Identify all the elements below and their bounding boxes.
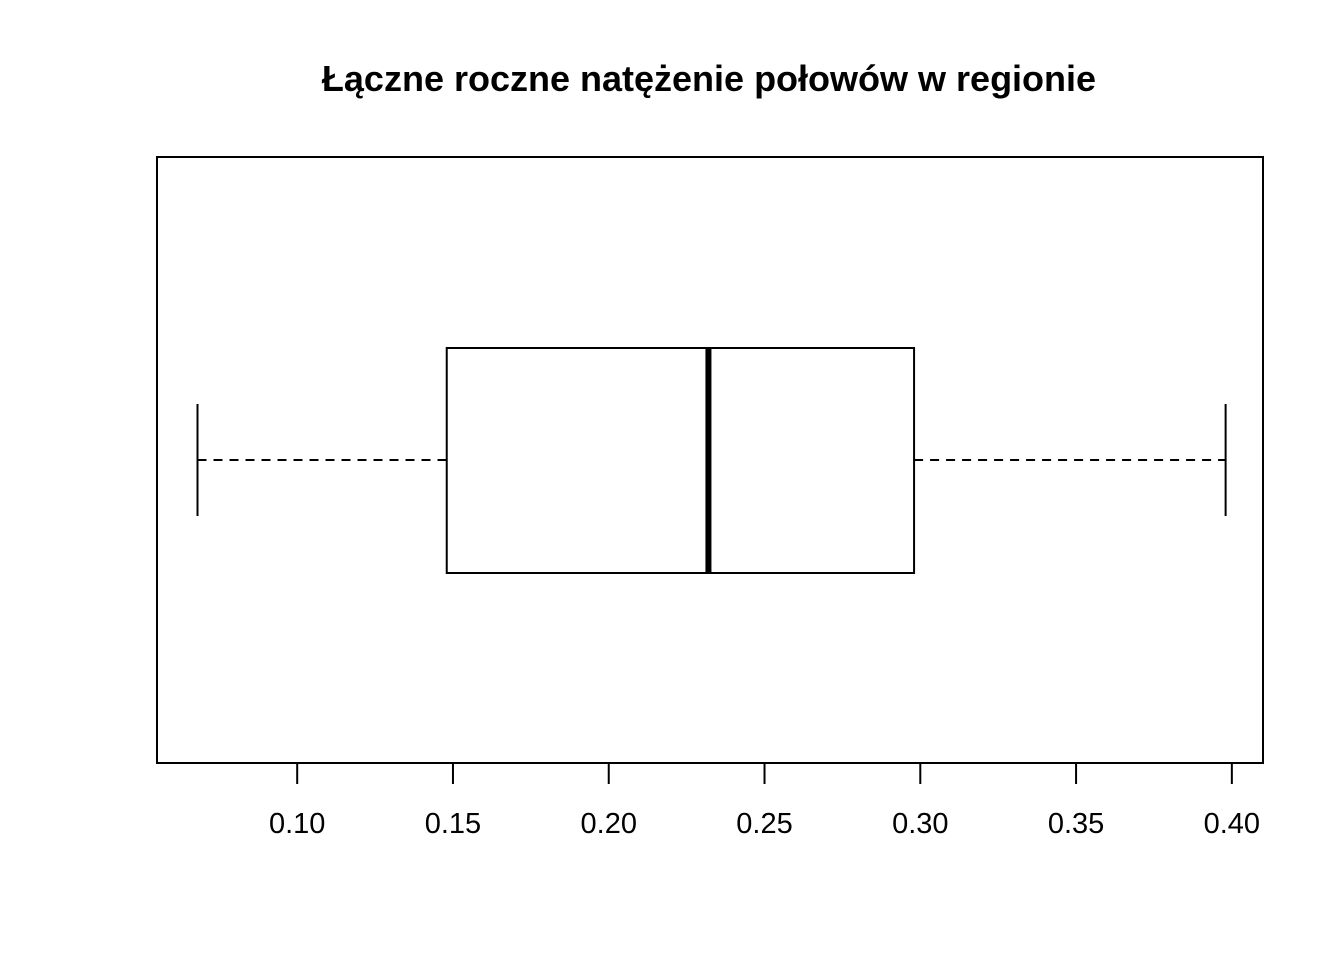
boxplot [196, 347, 1227, 574]
x-tick-label: 0.40 [1204, 808, 1260, 840]
x-tick-label: 0.30 [892, 808, 948, 840]
x-tick-label: 0.35 [1048, 808, 1104, 840]
x-tick-label: 0.20 [581, 808, 637, 840]
x-tick-label: 0.25 [736, 808, 792, 840]
chart-title: Łączne roczne natężenie połowów w region… [321, 58, 1097, 99]
x-tick-label: 0.10 [269, 808, 325, 840]
iqr-box [445, 347, 916, 574]
x-tick-label: 0.15 [425, 808, 481, 840]
x-axis: 0.10 0.15 0.20 0.25 0.30 0.35 0.40 [269, 762, 1260, 840]
